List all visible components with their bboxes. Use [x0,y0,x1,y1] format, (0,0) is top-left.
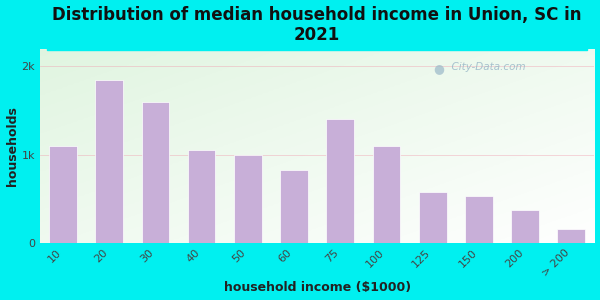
Bar [49,146,77,243]
Bar [280,170,308,243]
Title: Distribution of median household income in Union, SC in
2021: Distribution of median household income … [52,6,582,44]
X-axis label: household income ($1000): household income ($1000) [224,281,410,294]
Bar [373,146,400,243]
Bar [465,196,493,243]
Bar [419,192,446,243]
Y-axis label: households: households [5,106,19,186]
Text: City-Data.com: City-Data.com [445,62,526,72]
Bar [95,80,123,243]
Bar [142,102,169,243]
Bar [188,150,215,243]
Bar [234,154,262,243]
Bar [557,229,585,243]
Text: ●: ● [434,62,445,75]
Bar [326,119,354,243]
Bar [511,210,539,243]
